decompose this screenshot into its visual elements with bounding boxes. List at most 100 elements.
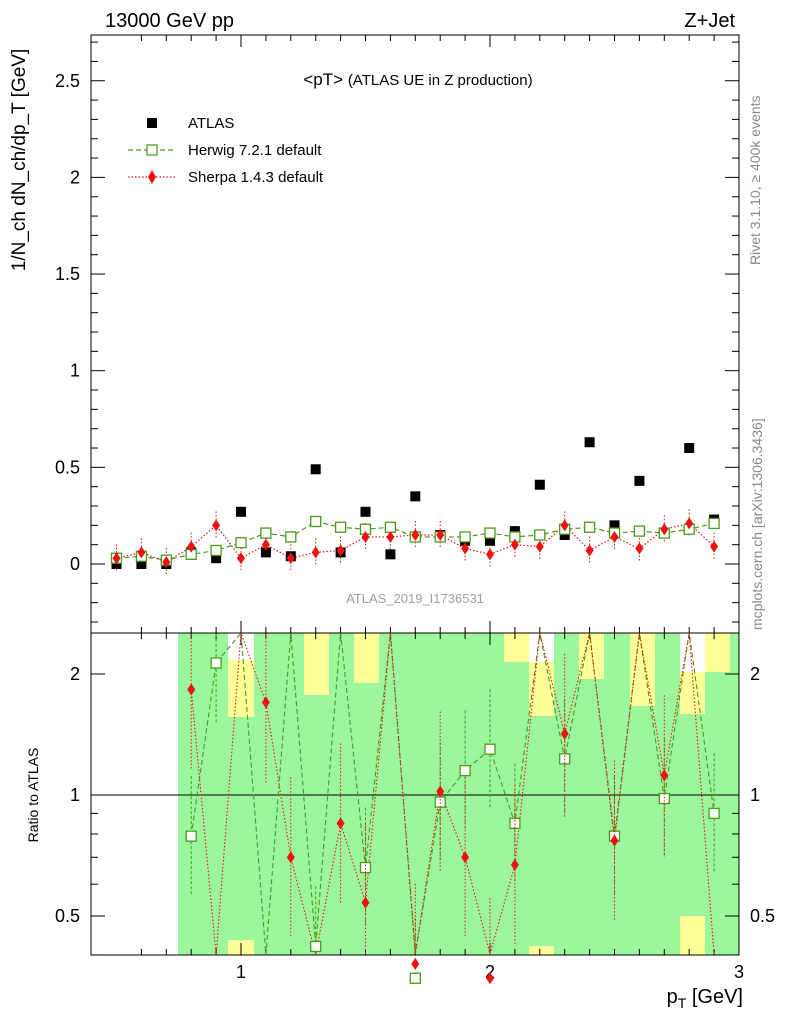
atlas-point	[634, 475, 645, 486]
atlas-point	[609, 520, 620, 531]
header-right: Z+Jet	[684, 10, 735, 32]
sherpa-ratio-point	[560, 727, 569, 740]
x-tick-label: 1	[236, 962, 246, 982]
sherpa-ratio-point	[660, 769, 669, 782]
legend-label-sherpa: Sherpa 1.4.3 default	[188, 169, 324, 186]
sherpa-point	[710, 540, 719, 553]
legend-marker-herwig	[146, 144, 158, 156]
ratio-band-yellow	[228, 660, 254, 717]
atlas-point	[310, 464, 321, 475]
sherpa-point	[212, 519, 221, 532]
sherpa-point	[660, 523, 669, 536]
herwig-point	[260, 527, 272, 539]
sherpa-ratio-point	[286, 851, 295, 864]
sherpa-point	[162, 556, 171, 569]
herwig-point	[459, 531, 471, 543]
ratio-band-yellow	[630, 633, 655, 706]
x-axis-label-main: p	[667, 986, 678, 1008]
atlas-point	[410, 491, 421, 502]
sherpa-ratio-point	[336, 817, 345, 830]
sherpa-point	[411, 529, 420, 542]
x-axis-label: pT [GeV]	[667, 986, 743, 1011]
herwig-ratio-point	[434, 796, 446, 808]
ratio-band-yellow	[354, 633, 379, 683]
herwig-point	[708, 517, 720, 530]
legend-marker-sherpa	[148, 170, 156, 184]
sherpa-point	[137, 546, 146, 559]
sherpa-point	[386, 530, 395, 543]
herwig-ratio-point	[409, 972, 421, 984]
ratio-band-yellow	[579, 633, 604, 679]
y-ratio-tick-label-right: 0.5	[750, 906, 775, 926]
sherpa-point	[436, 529, 445, 542]
sherpa-point	[237, 552, 245, 565]
herwig-ratio-point	[509, 817, 521, 830]
legend: ATLAS Herwig 7.2.1 default Sherpa 1.4.3 …	[128, 115, 324, 186]
sherpa-point	[311, 546, 320, 559]
y-top-tick-label: 2.5	[55, 71, 80, 91]
sherpa-ratio-point	[486, 972, 494, 985]
herwig-ratio-point	[708, 807, 720, 820]
herwig-ratio-point	[210, 657, 222, 669]
y-ratio-tick-label: 1	[70, 785, 80, 805]
rivet-label: Rivet 3.1.10, ≥ 400k events	[747, 95, 763, 265]
atlas-point	[260, 547, 271, 558]
ratio-band-yellow	[680, 672, 705, 714]
ratio-band-yellow	[680, 916, 705, 955]
sherpa-point	[610, 530, 619, 543]
herwig-point	[484, 527, 496, 539]
sherpa-point	[461, 542, 470, 555]
sherpa-point	[510, 538, 519, 551]
y-top-tick-label: 2	[70, 167, 80, 187]
x-axis-label-sub: T	[678, 995, 687, 1011]
y-ratio-tick-label: 0.5	[55, 906, 80, 926]
x-tick-label: 2	[485, 962, 495, 982]
y-ratio-tick-label: 2	[70, 664, 80, 684]
sherpa-ratio-point	[436, 785, 445, 798]
legend-marker-atlas	[147, 118, 157, 128]
sherpa-ratio-line	[190, 632, 715, 957]
y-top-tick-label: 0.5	[55, 457, 80, 477]
watermark: ATLAS_2019_I1736531	[346, 591, 484, 606]
herwig-point	[633, 525, 646, 537]
herwig-ratio-point	[459, 764, 471, 777]
atlas-point	[534, 479, 545, 490]
atlas-point	[211, 553, 222, 564]
sherpa-ratio-point	[610, 834, 619, 847]
sherpa-point	[112, 552, 121, 565]
atlas-point	[584, 437, 595, 448]
sherpa-point	[486, 548, 494, 561]
ratio-band-yellow	[705, 633, 730, 672]
herwig-point	[384, 521, 397, 533]
atlas-point	[485, 535, 495, 546]
herwig-ratio-point	[310, 940, 322, 953]
ratio-band-yellow	[504, 633, 529, 662]
herwig-point	[583, 521, 596, 533]
y-ratio-tick-label-right: 2	[750, 664, 760, 684]
x-axis-label-unit: [GeV]	[686, 986, 743, 1008]
header-left: 13000 GeV pp	[105, 10, 234, 32]
legend-label-atlas: ATLAS	[188, 115, 234, 132]
atlas-point	[684, 443, 695, 454]
herwig-point	[210, 544, 222, 557]
herwig-ratio-line	[190, 631, 715, 956]
y-top-tick-label: 1	[70, 361, 80, 381]
herwig-ratio-point	[359, 861, 372, 874]
herwig-point	[534, 529, 546, 541]
herwig-point	[334, 521, 347, 533]
sherpa-point	[187, 540, 196, 553]
atlas-point	[136, 559, 147, 569]
sherpa-ratio-point	[510, 858, 519, 871]
y-top-tick-label: 1.5	[55, 264, 80, 284]
ratio-band-gap	[529, 633, 554, 662]
atlas-point	[559, 530, 570, 541]
herwig-point	[285, 531, 297, 543]
panel-title-main: <pT>	[303, 70, 343, 89]
ratio-band-yellow	[529, 662, 554, 716]
sherpa-ratio-point	[361, 896, 370, 909]
sherpa-ratio-point	[261, 696, 270, 709]
atlas-point	[236, 506, 246, 517]
x-tick-label: 3	[734, 962, 744, 982]
panel-title-sub: (ATLAS UE in Z production)	[348, 72, 533, 89]
